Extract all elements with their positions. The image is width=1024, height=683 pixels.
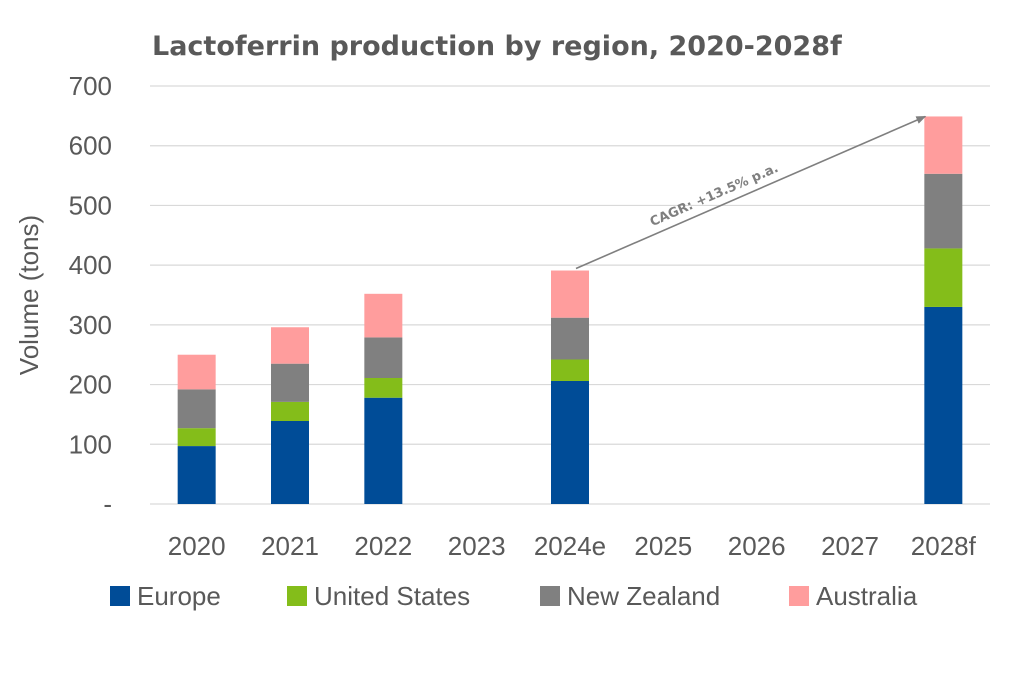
bar-australia-2024e [551, 270, 589, 318]
cagr-annotation: CAGR: +13.5% p.a. [575, 115, 927, 270]
bar-europe-2024e [551, 380, 589, 504]
y-tick-label: 600 [69, 131, 112, 161]
bar-australia-2020 [177, 354, 216, 390]
y-tick-label: 400 [69, 250, 112, 280]
y-tick-label: 500 [69, 190, 112, 220]
legend-label-australia: Australia [816, 581, 918, 611]
bar-europe-2020 [177, 446, 216, 504]
bar-new-zealand-2021 [271, 363, 309, 402]
x-tick-label: 2028f [911, 531, 977, 561]
bar-united-states-2020 [177, 428, 216, 447]
legend-swatch-new-zealand [540, 586, 560, 606]
legend-swatch-europe [110, 586, 130, 606]
bar-europe-2021 [271, 420, 309, 504]
y-tick-label: 100 [69, 429, 112, 459]
x-tick-label: 2021 [261, 531, 319, 561]
y-axis-ticks: - 100 200 300 400 500 600 700 [69, 71, 112, 519]
x-axis-ticks: 2020 2021 2022 2023 2024e 2025 2026 2027 2028f [168, 531, 977, 561]
legend-label-new-zealand: New Zealand [567, 581, 720, 611]
bars [177, 116, 963, 504]
x-tick-label: 2024e [534, 531, 606, 561]
bar-new-zealand-2024e [551, 317, 589, 360]
x-tick-label: 2023 [448, 531, 506, 561]
x-tick-label: 2026 [728, 531, 786, 561]
x-tick-label: 2025 [634, 531, 692, 561]
bar-united-states-2021 [271, 401, 309, 421]
legend-label-united-states: United States [314, 581, 470, 611]
bar-australia-2022 [364, 293, 403, 338]
bar-new-zealand-2028f [924, 173, 963, 249]
y-tick-label: - [103, 489, 112, 519]
x-tick-label: 2022 [354, 531, 412, 561]
bar-australia-2021 [271, 327, 309, 364]
legend-swatch-australia [789, 586, 809, 606]
chart-title: Lactoferrin production by region, 2020-2… [152, 31, 842, 62]
cagr-label: CAGR: +13.5% p.a. [648, 161, 781, 230]
y-tick-label: 700 [69, 71, 112, 101]
legend-label-europe: Europe [137, 581, 221, 611]
legend: Europe United States New Zealand Australia [110, 581, 918, 611]
bar-new-zealand-2020 [177, 389, 216, 429]
legend-swatch-united-states [287, 586, 307, 606]
bar-united-states-2028f [924, 248, 963, 307]
bar-australia-2028f [924, 116, 963, 174]
bar-europe-2028f [924, 306, 963, 504]
x-tick-label: 2027 [821, 531, 879, 561]
bar-united-states-2024e [551, 359, 589, 381]
y-axis-label: Volume (tons) [14, 215, 44, 375]
bar-new-zealand-2022 [364, 337, 403, 379]
cagr-arrow [575, 115, 927, 270]
bar-europe-2022 [364, 397, 403, 504]
y-tick-label: 200 [69, 370, 112, 400]
y-tick-label: 300 [69, 310, 112, 340]
bar-united-states-2022 [364, 378, 403, 398]
x-tick-label: 2020 [168, 531, 226, 561]
